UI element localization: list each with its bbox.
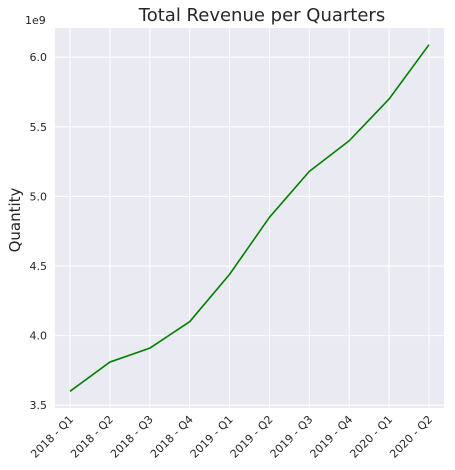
y-tick-label: 6.0 [30, 51, 48, 64]
series-line [69, 44, 430, 392]
y-tick-label: 5.0 [30, 190, 48, 203]
gridlines [55, 28, 444, 408]
y-offset-label: 1e9 [25, 14, 46, 27]
series-group [69, 44, 430, 392]
y-tick-label: 5.5 [30, 121, 48, 134]
chart-title: Total Revenue per Quarters [138, 5, 385, 26]
plot-area [55, 28, 444, 408]
y-axis-label: Quantity [6, 187, 24, 252]
x-tick-label: 2020 - Q2 [387, 413, 435, 461]
y-tick-label: 4.0 [30, 330, 48, 343]
y-tick-label: 3.5 [30, 399, 48, 412]
y-tick-label: 4.5 [30, 260, 48, 273]
y-tick-labels: 3.5 4.0 4.5 5.0 5.5 6.0 [30, 51, 48, 412]
